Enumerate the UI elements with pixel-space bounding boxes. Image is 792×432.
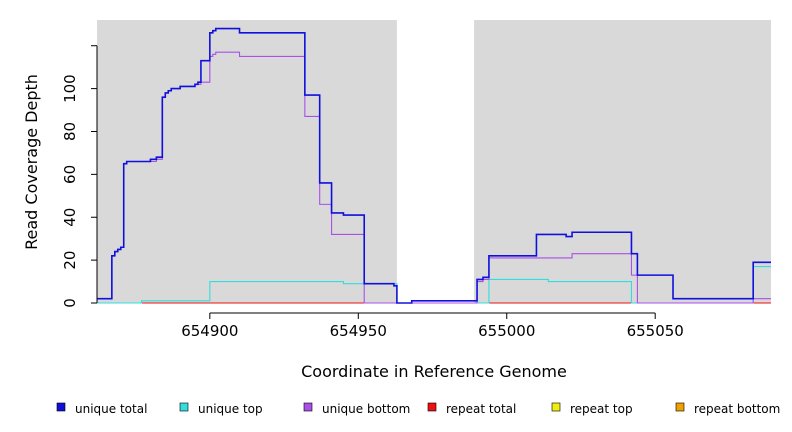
x-tick-label: 654900 [181, 322, 238, 340]
legend-swatch-repeat-bottom [675, 402, 685, 412]
legend-label-unique-total: unique total [75, 402, 147, 416]
y-tick-label: 100 [61, 74, 79, 103]
legend-swatch-unique-bottom [303, 402, 313, 412]
axes: 0 20 40 60 80 100 654900 654950 655000 655050 [61, 45, 684, 340]
legend-swatch-repeat-total [427, 402, 437, 412]
y-tick-label: 40 [61, 208, 79, 227]
x-axis-title: Coordinate in Reference Genome [301, 362, 567, 381]
legend-label-repeat-bottom: repeat bottom [694, 402, 780, 416]
x-tick-label: 655050 [627, 322, 684, 340]
legend-swatch-repeat-top [551, 402, 561, 412]
legend-label-repeat-total: repeat total [446, 402, 516, 416]
x-tick-label: 655000 [478, 322, 535, 340]
legend-swatch-unique-total [56, 402, 66, 412]
plot-area [97, 20, 771, 304]
gap-region [396, 20, 475, 303]
y-axis-title: Read Coverage Depth [22, 74, 41, 250]
legend-label-repeat-top: repeat top [570, 402, 633, 416]
y-tick-label: 20 [61, 251, 79, 270]
legend-label-unique-bottom: unique bottom [322, 402, 410, 416]
y-tick-label: 60 [61, 165, 79, 184]
y-tick-label: 0 [61, 298, 79, 308]
legend: unique total unique top unique bottom repea… [56, 402, 780, 416]
x-tick-label: 654950 [330, 322, 387, 340]
series-line-unique-total [97, 27, 771, 304]
legend-label-unique-top: unique top [198, 402, 263, 416]
legend-swatch-unique-top [179, 402, 189, 412]
y-tick-label: 80 [61, 122, 79, 141]
